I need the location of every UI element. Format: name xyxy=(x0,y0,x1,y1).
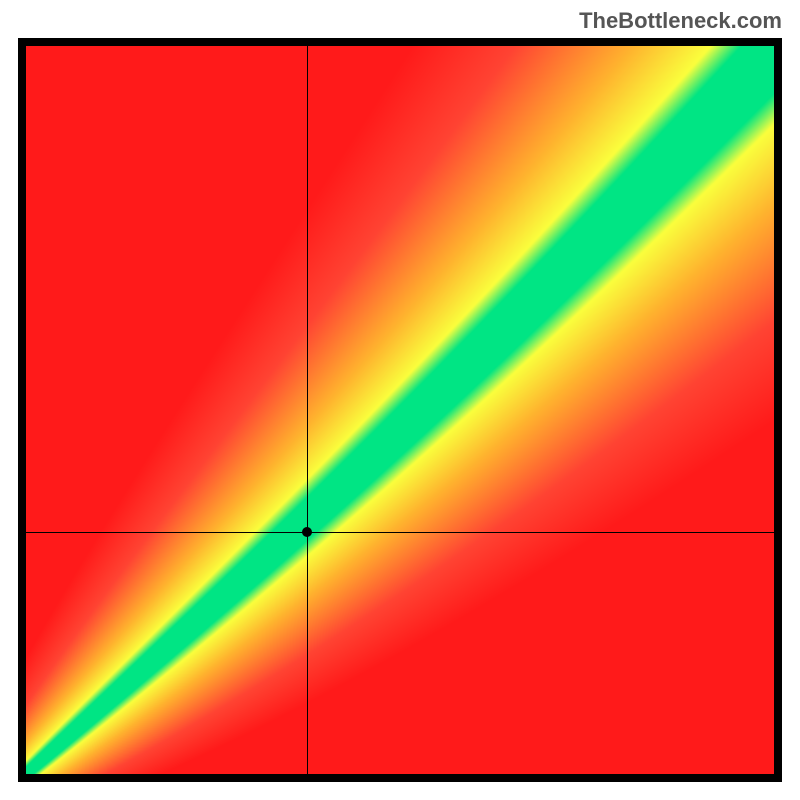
crosshair-vertical xyxy=(307,46,308,774)
watermark-text: TheBottleneck.com xyxy=(579,8,782,34)
plot-area xyxy=(18,38,782,782)
bottleneck-heatmap xyxy=(26,46,774,774)
data-point-marker xyxy=(302,527,312,537)
chart-container: TheBottleneck.com xyxy=(0,0,800,800)
crosshair-horizontal xyxy=(26,532,774,533)
